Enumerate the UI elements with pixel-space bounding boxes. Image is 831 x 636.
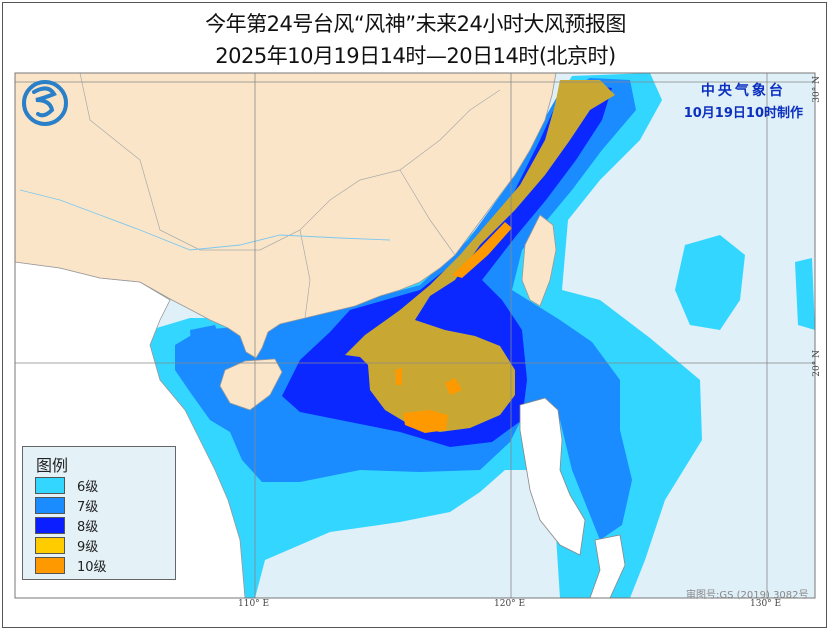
map-frame	[2, 2, 827, 628]
legend-label: 6级	[77, 479, 99, 495]
lat-label-30: 30° N	[812, 76, 822, 103]
agency-stamp: 中央气象台 10月19日10时制作	[684, 80, 803, 121]
graticule	[15, 73, 815, 598]
legend-item-level8: 8级	[35, 515, 98, 535]
wind-zone-level10	[395, 368, 402, 385]
wind-zone-level7	[190, 325, 222, 365]
legend-title: 图例	[36, 456, 69, 475]
legend-label: 7级	[77, 499, 99, 515]
lat-label-20: 20° N	[812, 350, 822, 377]
map-subtitle: 2025年10月19日14时—20日14时(北京时)	[215, 44, 616, 68]
lon-label-110: 110° E	[238, 599, 270, 609]
cma-logo-icon	[22, 80, 68, 126]
wind-zone-level10	[445, 378, 462, 395]
legend-swatch	[35, 476, 65, 494]
legend-item-level9: 9级	[35, 535, 98, 555]
wind-zone-level6	[675, 235, 745, 330]
legend-label: 10级	[77, 559, 107, 575]
land-philippines	[589, 534, 626, 598]
legend-swatch	[35, 516, 65, 534]
land-luzon	[519, 397, 586, 556]
legend-label: 8级	[77, 519, 99, 535]
wind-zone-level10	[403, 410, 448, 433]
lon-label-120: 120° E	[494, 599, 526, 609]
legend-item-level6: 6级	[35, 475, 98, 495]
legend-swatch	[35, 496, 65, 514]
wind-zone-level9	[345, 80, 615, 432]
legend-item-level7: 7级	[35, 495, 98, 515]
issue-time: 10月19日10时制作	[683, 106, 803, 121]
wind-zone-level6	[795, 258, 815, 330]
approval-number: 审图号:GS (2019) 3082号	[686, 590, 809, 601]
land-china	[15, 73, 557, 359]
agency-name: 中央气象台	[700, 83, 786, 99]
land-taiwan	[521, 214, 557, 307]
wind-zone-level10	[452, 222, 512, 278]
legend: 图例 6级 7级 8级 9级 10级	[22, 446, 176, 580]
legend-item-level10: 10级	[35, 555, 107, 575]
legend-label: 9级	[77, 539, 99, 555]
lon-label-130: 130° E	[750, 599, 782, 609]
legend-swatch	[35, 556, 65, 574]
legend-swatch	[35, 536, 65, 554]
map-title: 今年第24号台风“风神”未来24小时大风预报图	[205, 12, 626, 36]
